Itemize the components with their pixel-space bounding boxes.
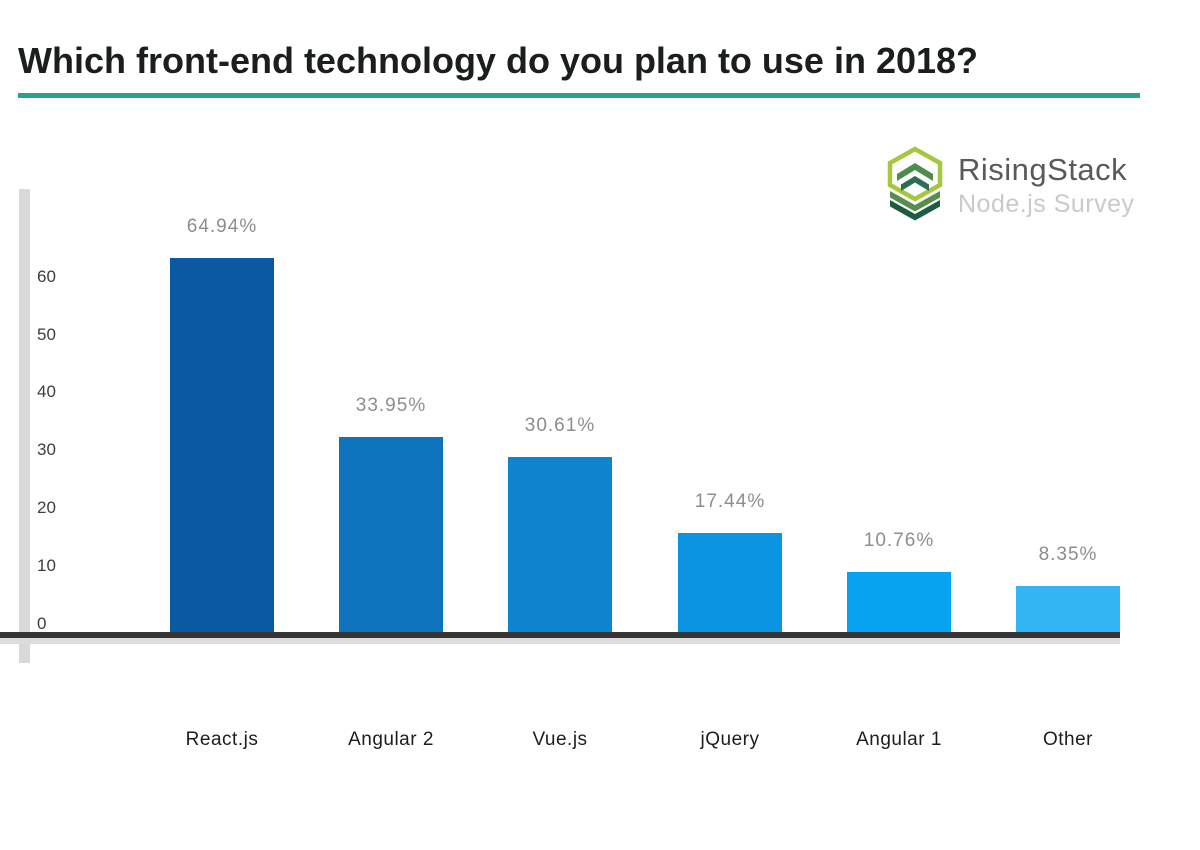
brand-subtitle: Node.js Survey — [958, 190, 1135, 218]
brand-text: RisingStack Node.js Survey — [958, 146, 1135, 217]
bar — [339, 437, 443, 634]
title-underline — [18, 93, 1140, 98]
page-title: Which front-end technology do you plan t… — [18, 40, 979, 81]
y-axis-tick-label: 40 — [37, 382, 56, 402]
bar — [847, 572, 951, 634]
category-label: Vue.js — [532, 729, 588, 750]
bar-value-label: 10.76% — [863, 530, 935, 551]
bar-value-label: 64.94% — [186, 216, 258, 237]
bar — [678, 533, 782, 634]
chevron-down-medium — [890, 191, 940, 212]
category-label: jQuery — [700, 729, 760, 750]
y-axis-tick-label: 50 — [37, 324, 56, 344]
brand-logo: RisingStack Node.js Survey — [884, 146, 1135, 230]
hexagon-outline — [887, 146, 943, 202]
brand-name: RisingStack — [958, 152, 1128, 187]
category-label: React.js — [185, 729, 259, 750]
bar — [508, 457, 612, 634]
y-axis-tick-label: 20 — [37, 498, 56, 518]
bar — [1016, 586, 1120, 634]
bar-value-label: 17.44% — [694, 491, 766, 512]
bar — [170, 258, 274, 634]
category-label: Other — [1042, 729, 1094, 750]
chevron-up-medium — [897, 163, 933, 181]
y-axis-tick-label: 0 — [37, 614, 47, 633]
bar-value-label: 33.95% — [355, 395, 427, 416]
y-axis-tick-label: 30 — [37, 440, 56, 460]
y-axis-tick-label: 10 — [37, 556, 56, 576]
y-axis-tick-label: 60 — [37, 266, 56, 286]
bar-value-label: 30.61% — [524, 415, 596, 436]
y-axis-accent-bar — [19, 189, 30, 663]
category-label: Angular 1 — [856, 729, 942, 750]
x-axis-shadow-line — [0, 638, 1120, 644]
bar-value-label: 8.35% — [1038, 544, 1098, 565]
risingstack-hexagon-stack-icon — [887, 146, 943, 221]
chevron-up-dark — [901, 176, 929, 191]
x-axis-line — [0, 632, 1120, 638]
category-label: Angular 2 — [348, 729, 434, 750]
chevron-down-deep — [890, 200, 940, 221]
